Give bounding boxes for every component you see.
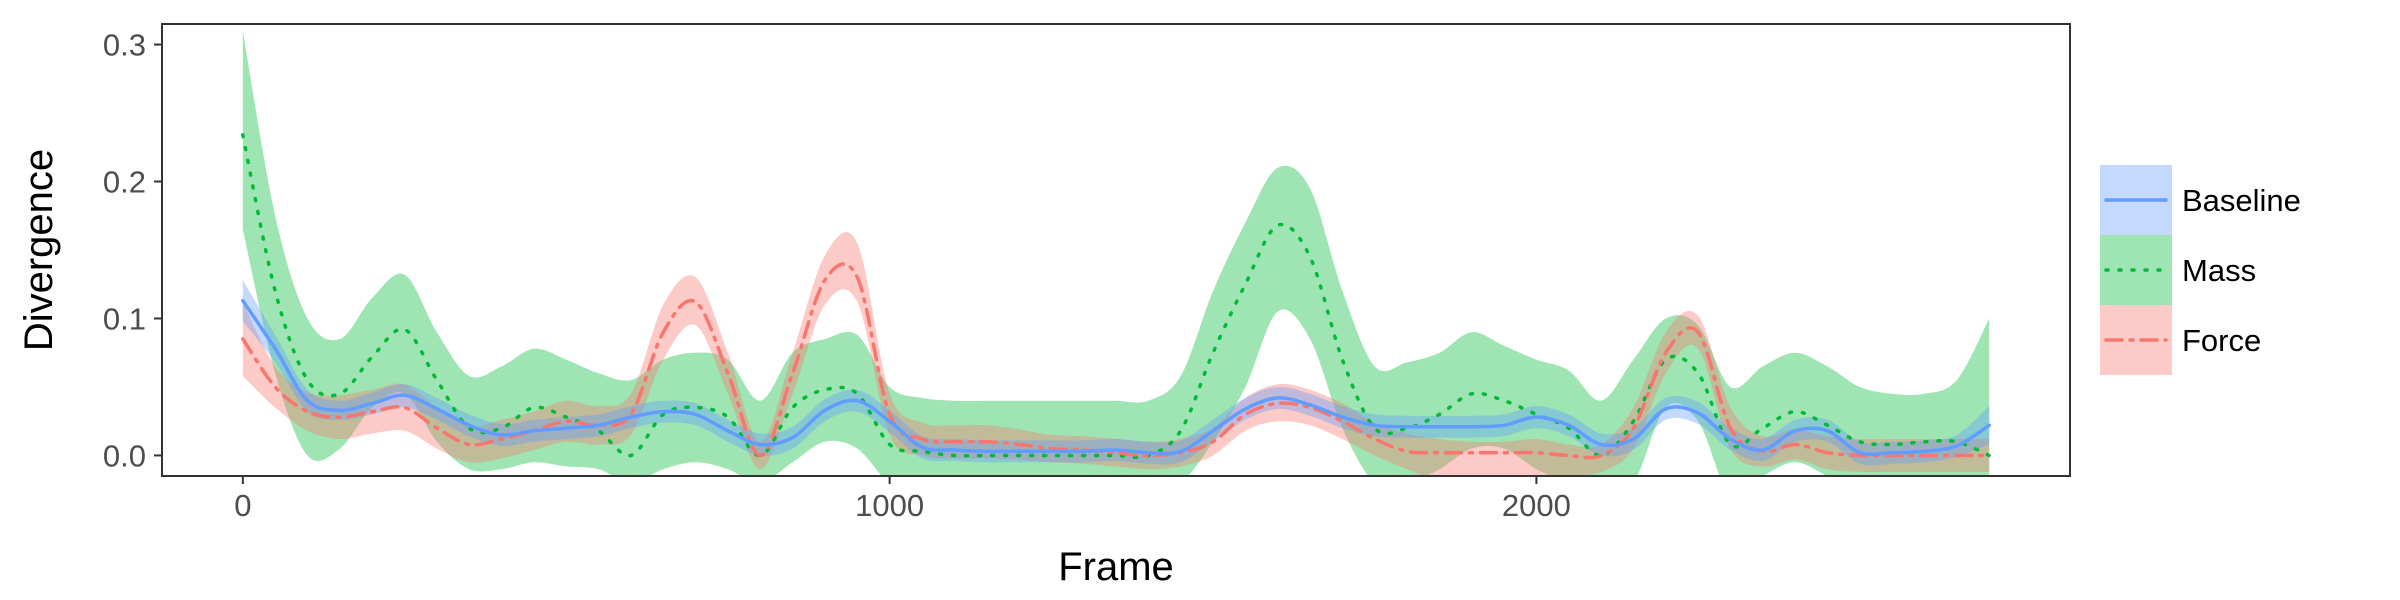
- y-tick-label: 0.1: [103, 301, 146, 336]
- y-axis-title: Divergence: [17, 149, 61, 351]
- y-tick-label: 0.2: [103, 165, 146, 200]
- legend-label: Baseline: [2182, 183, 2301, 218]
- legend: Baseline Mass Force: [2100, 165, 2301, 375]
- x-tick-label: 2000: [1502, 488, 1571, 523]
- legend-item-force: Force: [2100, 305, 2261, 375]
- plot-panel-border: [161, 23, 2071, 477]
- x-tick-label: 1000: [855, 488, 924, 523]
- band-force: [242, 232, 1990, 476]
- legend-item-mass: Mass: [2100, 235, 2256, 305]
- band-mass: [242, 30, 1990, 476]
- legend-label: Mass: [2182, 253, 2256, 288]
- x-tick-label: 0: [234, 488, 251, 523]
- axes: 0.0 0.1 0.2 0.3 0 1000 2000: [103, 28, 1571, 523]
- y-tick-label: 0.0: [103, 438, 146, 473]
- legend-label: Force: [2182, 323, 2261, 358]
- legend-item-baseline: Baseline: [2100, 165, 2301, 235]
- line-baseline: [241, 298, 1991, 457]
- y-tick-label: 0.3: [103, 28, 146, 63]
- series-lines: [241, 133, 1991, 460]
- line-force: [241, 262, 1991, 460]
- x-axis-title: Frame: [1058, 545, 1174, 589]
